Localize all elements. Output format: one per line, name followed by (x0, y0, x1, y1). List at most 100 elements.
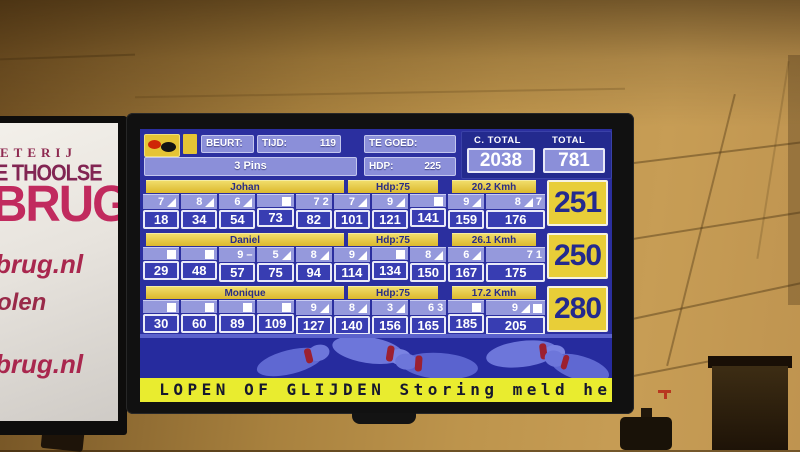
strike-icon (281, 302, 291, 312)
pin-count: 9 (463, 196, 470, 208)
ceiling-seam (629, 281, 800, 321)
sign-line-olen: olen (0, 289, 47, 316)
frame-marks (257, 194, 294, 207)
pin-count: 2 (322, 196, 329, 208)
time-panel: TIJD: 119 (257, 135, 341, 153)
frame: 89 (219, 300, 256, 333)
frame-cumulative-score: 54 (219, 210, 256, 229)
frame: 7 18 (143, 194, 180, 229)
lane-indicator-cell (183, 134, 197, 154)
frame-cumulative-score: 60 (181, 314, 218, 333)
frame-marks: 7 (333, 194, 370, 209)
frame: 8 34 (181, 194, 218, 229)
frame-cumulative-score: 18 (143, 210, 180, 229)
player-handicap: Hdp:75 (348, 233, 438, 246)
pin-count: 9 (386, 196, 394, 208)
black-ball-icon (161, 142, 176, 152)
credit-label-panel: TE GOED: (364, 135, 456, 153)
frame: 6 54 (219, 194, 256, 229)
advertisement-sign-screen: ETERIJ E THOOLSE BRUG brug.nl olen brug.… (0, 123, 118, 421)
frame: 7 1 175 (486, 247, 545, 282)
frame: 9 121 (371, 194, 409, 229)
frame: 6 167 (448, 247, 485, 282)
turn-indicator (144, 134, 180, 157)
frame-cumulative-score: 141 (410, 208, 447, 227)
pin-count: 7 (535, 196, 542, 208)
total-value: 781 (543, 148, 605, 173)
frame-cumulative-score: 34 (181, 210, 218, 229)
player-name: Monique (146, 286, 344, 299)
pin-count: 8 (514, 196, 521, 208)
frame-marks: 6 (219, 194, 256, 209)
frame: 8 150 (410, 247, 447, 282)
frame: 109 (257, 300, 294, 333)
ceiling-speaker (620, 417, 672, 450)
spare-icon (520, 303, 530, 313)
ceiling-seam (135, 87, 625, 99)
pin-count: 7 (313, 196, 320, 208)
player-row: Daniel Hdp:75 26.1 Kmh 250 29 48 9–57 5 75 8 94 9 11… (140, 233, 612, 282)
frame: 29 (143, 247, 180, 280)
frame-marks: 9 (371, 194, 409, 209)
frame: 8 140 (333, 300, 370, 335)
frame-marks (448, 300, 485, 313)
spare-icon (243, 197, 253, 207)
frame-cumulative-score: 185 (448, 314, 485, 333)
red-ball-icon (148, 140, 161, 149)
frame-cumulative-score: 134 (371, 261, 409, 280)
cumulative-total-label: C. TOTAL (474, 135, 521, 146)
time-value: 119 (319, 138, 336, 149)
strike-icon (205, 302, 215, 312)
frame-cumulative-score: 140 (333, 316, 370, 335)
advertisement-sign: ETERIJ E THOOLSE BRUG brug.nl olen brug.… (0, 116, 127, 435)
pin-count: 3 (386, 302, 394, 314)
frame-cumulative-score: 150 (410, 263, 447, 282)
monitor-mount (352, 413, 416, 424)
pin-count: 9 (237, 249, 244, 261)
frame: 9 127 (295, 300, 332, 335)
pin-count: 9 (511, 302, 518, 314)
frame-marks: 7 (143, 194, 180, 209)
sign-line-url-2: brug.nl (0, 349, 84, 379)
frame-marks (410, 194, 447, 207)
totals-panel: C. TOTAL TOTAL 2038 781 (461, 131, 612, 179)
frame-marks: 3 (371, 300, 409, 315)
frame-cumulative-score: 48 (181, 261, 218, 280)
strike-icon (472, 302, 482, 312)
frame-cumulative-score: 82 (295, 210, 332, 229)
frame-marks: 8 (333, 300, 370, 315)
wall-edge-shadow (788, 55, 800, 305)
frame: 30 (143, 300, 180, 333)
frame: 7 101 (333, 194, 370, 229)
frame: 134 (371, 247, 409, 280)
frame-marks: 8 (295, 247, 332, 262)
ball-speed: 17.2 Kmh (452, 286, 536, 299)
frame-marks (257, 300, 294, 313)
frame-cumulative-score: 156 (371, 316, 409, 335)
frame-cumulative-score: 94 (295, 263, 332, 282)
frame: 3 156 (371, 300, 409, 335)
pin-count: 1 (535, 249, 542, 261)
bowling-pins-graphic (256, 335, 610, 383)
speaker-mount-arm (641, 408, 652, 419)
frame-marks (143, 247, 180, 260)
pins-graphic-band (140, 334, 612, 383)
frame-cumulative-score: 73 (257, 208, 294, 227)
frame-marks: 8 (410, 247, 447, 262)
frame-marks: 9 (448, 194, 485, 209)
pin-count: 3 (437, 302, 444, 314)
player-row: Monique Hdp:75 17.2 Kmh 280 30 60 89 109 9 127 8 14… (140, 286, 612, 335)
frame: 6 3 165 (410, 300, 447, 335)
frame-marks (371, 247, 409, 260)
pins-mode-panel: 3 Pins (144, 157, 357, 176)
frames-strip: 7 18 8 34 6 54 73 7 2 82 7 101 9 121 141 9 159 8 7 176 (143, 194, 545, 229)
total-label: TOTAL (552, 135, 586, 146)
frame: 185 (448, 300, 485, 333)
frame: 60 (181, 300, 218, 333)
pin-count: 8 (310, 249, 317, 261)
player-handicap: Hdp:75 (348, 180, 438, 193)
strike-icon (205, 249, 215, 259)
